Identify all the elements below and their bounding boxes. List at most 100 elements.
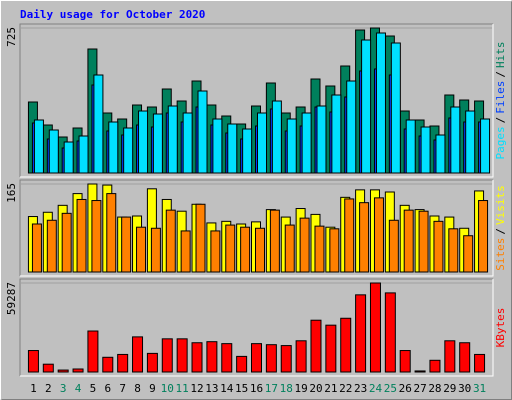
bar xyxy=(42,363,54,373)
plot-bevel-light xyxy=(20,279,494,377)
bar xyxy=(242,128,253,174)
bar xyxy=(295,340,307,373)
x-tick-label: 24 xyxy=(369,382,383,395)
x-tick-label: 27 xyxy=(413,382,426,395)
bar xyxy=(429,359,441,373)
x-tick-label: 14 xyxy=(220,382,234,395)
bar xyxy=(146,352,158,373)
bar xyxy=(150,227,161,273)
x-tick-label: 10 xyxy=(161,382,174,395)
bar xyxy=(459,342,471,373)
legend: KBytes xyxy=(494,308,507,348)
bar xyxy=(87,330,99,373)
bar xyxy=(102,356,114,373)
bar xyxy=(72,368,84,373)
legend-entry: Hits xyxy=(494,42,507,69)
x-tick-label: 26 xyxy=(399,382,412,395)
x-tick-label: 9 xyxy=(149,382,156,395)
bar xyxy=(57,369,69,373)
plot-bevel-light xyxy=(20,180,494,277)
bar xyxy=(388,219,399,273)
bar xyxy=(180,230,191,273)
legend-entry: Files xyxy=(494,81,507,114)
bar xyxy=(265,344,277,373)
bar xyxy=(106,193,117,273)
bar xyxy=(329,228,340,273)
plot-bevel-dark xyxy=(19,179,493,276)
bar xyxy=(384,292,396,373)
x-tick-label: 12 xyxy=(190,382,203,395)
bar xyxy=(257,112,267,174)
bar xyxy=(448,228,459,273)
bar xyxy=(340,317,352,373)
x-tick-label: 3 xyxy=(60,382,67,395)
x-tick-label: 31 xyxy=(473,382,486,395)
bar xyxy=(123,127,134,174)
bar xyxy=(269,209,280,273)
x-tick-label: 16 xyxy=(250,382,263,395)
bar xyxy=(31,223,42,273)
bar xyxy=(206,341,218,373)
bar xyxy=(165,209,176,273)
bar xyxy=(46,219,57,273)
chart-title: Daily usage for October 2020 xyxy=(20,8,205,21)
legend-separator: / xyxy=(494,117,507,124)
x-tick-label: 30 xyxy=(458,382,471,395)
bar xyxy=(450,106,461,174)
bar xyxy=(361,39,372,174)
bar xyxy=(212,118,223,174)
x-tick-label: 6 xyxy=(104,382,111,395)
bar xyxy=(121,216,132,273)
bar xyxy=(420,126,431,174)
bar xyxy=(191,342,203,373)
bar xyxy=(355,294,367,373)
bar xyxy=(195,203,206,273)
legend-separator: / xyxy=(494,71,507,78)
bar xyxy=(299,217,310,273)
x-tick-label: 2 xyxy=(45,382,52,395)
legend-entry: Sites xyxy=(494,238,507,271)
bar xyxy=(225,224,236,273)
bar xyxy=(161,338,173,373)
x-tick-label: 13 xyxy=(205,382,218,395)
bar xyxy=(286,118,297,174)
plot-bevel-dark xyxy=(19,23,493,177)
x-tick-label: 1 xyxy=(30,382,37,395)
bar xyxy=(108,121,119,174)
bar xyxy=(414,370,426,373)
bar xyxy=(236,355,248,373)
x-tick-label: 17 xyxy=(265,382,278,395)
bar xyxy=(210,230,221,273)
legend: Pages / Files / Hits xyxy=(494,42,507,160)
bar xyxy=(93,74,104,174)
bar xyxy=(418,210,429,273)
bar xyxy=(465,110,476,174)
bar xyxy=(480,118,491,174)
bar xyxy=(63,141,74,174)
x-tick-label: 28 xyxy=(428,382,441,395)
bar xyxy=(373,197,384,273)
bar xyxy=(325,324,337,373)
bar xyxy=(474,353,486,373)
bar xyxy=(301,112,312,174)
bar xyxy=(227,123,238,174)
x-tick-label: 20 xyxy=(309,382,322,395)
bar xyxy=(152,113,163,174)
bar xyxy=(435,134,446,174)
bar xyxy=(280,345,292,373)
bar xyxy=(314,225,325,273)
x-tick-label: 15 xyxy=(235,382,248,395)
bar xyxy=(197,90,208,174)
legend-entry: Visits xyxy=(494,185,507,225)
legend-entry: KBytes xyxy=(494,308,507,348)
bar xyxy=(136,226,147,273)
x-tick-label: 11 xyxy=(176,382,189,395)
bar xyxy=(310,319,322,373)
bar xyxy=(117,353,129,373)
bar xyxy=(255,227,265,273)
y-tick-label: 725 xyxy=(5,27,18,47)
y-tick-label: 59287 xyxy=(5,282,18,315)
bar xyxy=(271,100,282,174)
